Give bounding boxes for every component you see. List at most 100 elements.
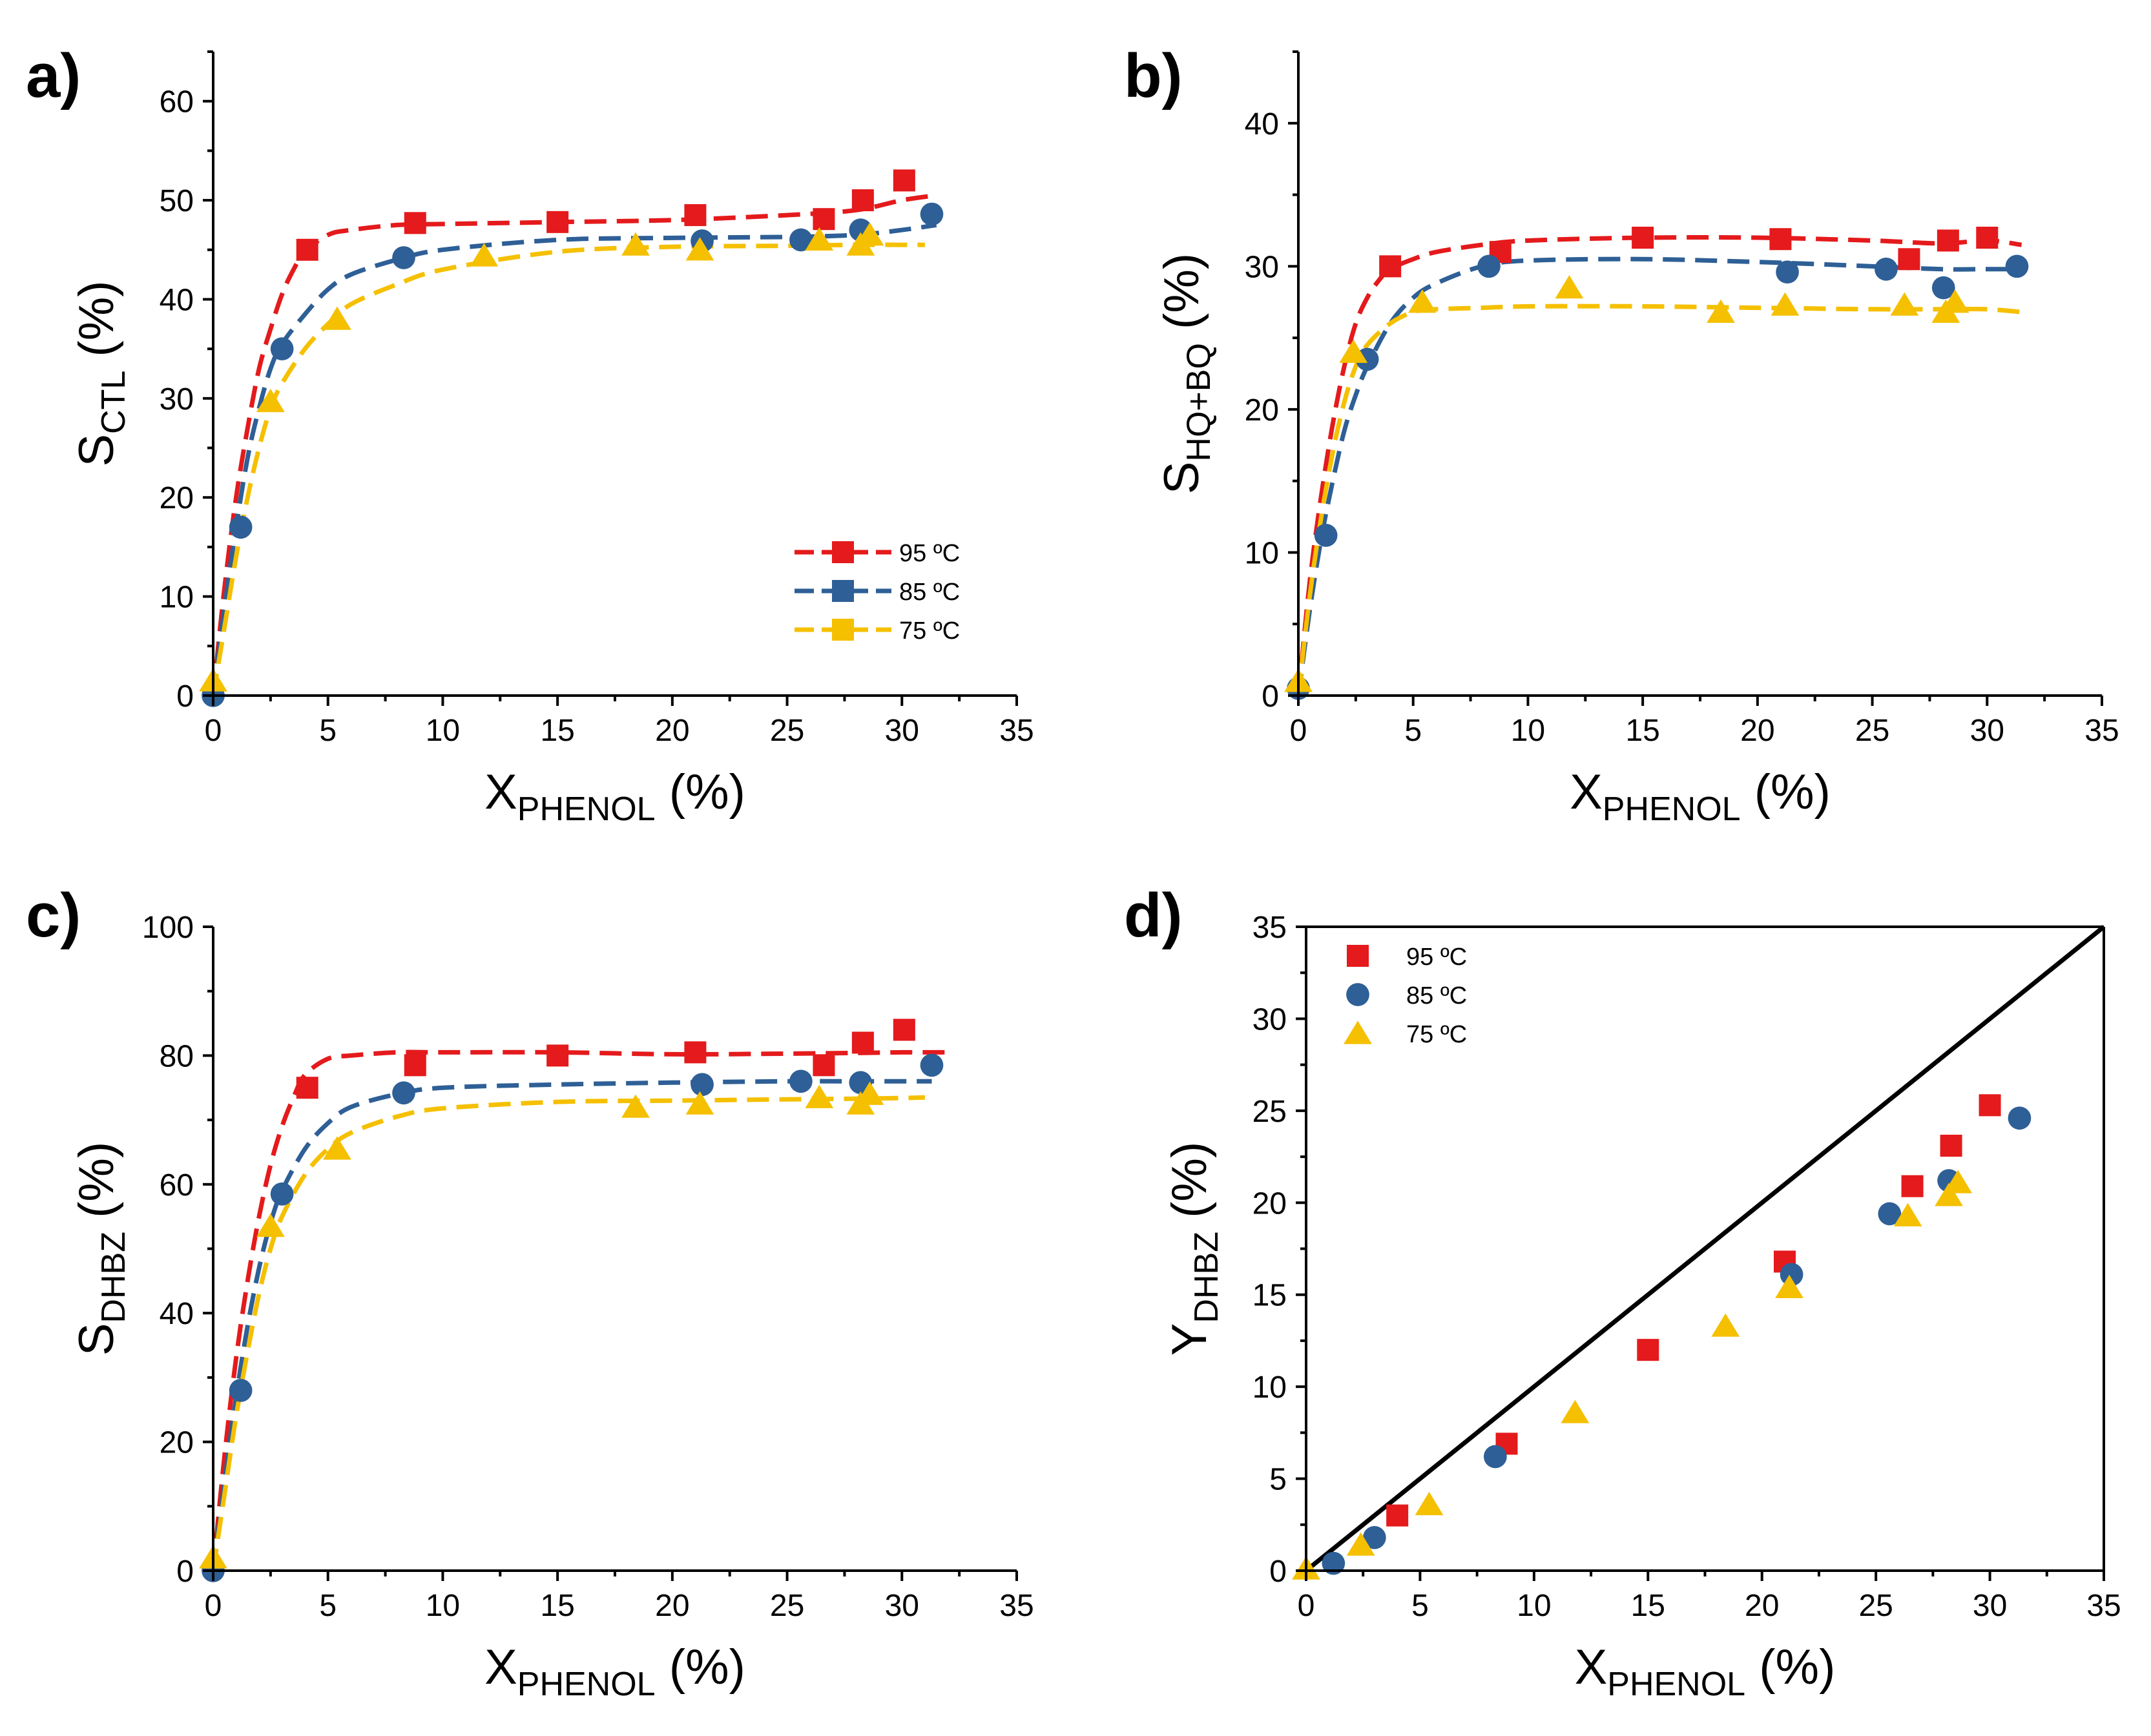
x-axis-title: XPHENOL (%) — [1575, 1640, 1836, 1703]
y-tick-label: 10 — [1245, 536, 1279, 570]
data-point-85 — [1322, 1551, 1346, 1575]
data-point-85 — [691, 1073, 714, 1097]
y-tick-label: 100 — [142, 911, 194, 945]
x-tick-label: 0 — [1298, 1589, 1315, 1623]
data-point-85 — [270, 337, 294, 361]
y-tick-label: 20 — [1245, 393, 1279, 428]
legend-marker — [832, 541, 854, 563]
y-tick-label: 0 — [1269, 1555, 1287, 1589]
y-tick-label: 10 — [160, 581, 194, 615]
fit-curve-95 — [1298, 234, 2022, 696]
legend-label: 85 ºC — [1406, 982, 1467, 1009]
y-axis-title: SDHBZ (%) — [69, 1142, 132, 1356]
y-tick-label: 40 — [160, 283, 194, 317]
data-point-75 — [685, 237, 714, 261]
data-point-95 — [1901, 1175, 1924, 1197]
x-tick-label: 5 — [319, 1589, 337, 1623]
legend-item-95: 95 ºC — [795, 540, 960, 567]
x-tick-label: 20 — [1745, 1589, 1779, 1623]
panel-label: a) — [26, 41, 81, 110]
data-point-95 — [684, 204, 707, 227]
fit-curve-85 — [213, 222, 937, 696]
x-tick-label: 15 — [1625, 714, 1659, 748]
data-point-95 — [1979, 1094, 2001, 1117]
data-point-85 — [1484, 1445, 1507, 1469]
data-point-75 — [1944, 1170, 1973, 1194]
data-point-75 — [1707, 299, 1735, 323]
x-tick-label: 10 — [1511, 714, 1545, 748]
x-tick-label: 35 — [2084, 714, 2119, 748]
x-axis-title: XPHENOL (%) — [484, 1640, 745, 1703]
legend-item-75: 75 ºC — [795, 617, 960, 645]
panel-label: d) — [1124, 881, 1183, 950]
data-point-85 — [229, 515, 253, 539]
legend-marker — [1347, 945, 1369, 967]
panel-label: c) — [26, 881, 81, 950]
data-point-75 — [1771, 292, 1800, 316]
data-point-75 — [621, 1094, 650, 1118]
y-tick-label: 40 — [160, 1297, 194, 1331]
data-point-75 — [1893, 1203, 1922, 1226]
chart-panel-a: a) 0 5 10 15 20 25 30 35 0 10 20 30 40 50 60 XPHENOL (%)… — [26, 41, 1034, 828]
x-tick-label: 15 — [1631, 1589, 1665, 1623]
data-point-95 — [893, 1018, 915, 1041]
data-point-95 — [1976, 227, 1999, 249]
x-tick-label: 35 — [999, 714, 1034, 748]
panel-label: b) — [1124, 41, 1183, 110]
data-point-95 — [851, 189, 874, 212]
x-tick-label: 10 — [426, 1589, 460, 1623]
y-tick-label: 0 — [176, 1555, 194, 1589]
fit-curve-85 — [213, 1079, 932, 1571]
data-point-85 — [270, 1182, 294, 1206]
legend-label: 75 ºC — [1406, 1021, 1467, 1048]
fit-curve-75 — [213, 1095, 925, 1571]
data-point-95 — [1898, 248, 1920, 271]
data-point-95 — [296, 1077, 318, 1099]
x-tick-label: 30 — [885, 1589, 919, 1623]
x-tick-label: 35 — [999, 1589, 1034, 1623]
y-tick-label: 10 — [1252, 1370, 1287, 1405]
y-tick-label: 30 — [160, 382, 194, 417]
data-point-95 — [1386, 1504, 1409, 1527]
data-point-75 — [323, 306, 351, 330]
x-tick-label: 10 — [1517, 1589, 1551, 1623]
data-point-85 — [1477, 254, 1501, 278]
y-axis-title: SHQ+BQ (%) — [1154, 253, 1218, 495]
x-tick-label: 25 — [1855, 714, 1889, 748]
data-point-75 — [685, 1091, 714, 1115]
data-point-95 — [1379, 255, 1402, 278]
legend-marker — [832, 580, 854, 602]
data-point-85 — [229, 1378, 253, 1402]
x-tick-label: 20 — [655, 1589, 689, 1623]
y-tick-label: 15 — [1252, 1279, 1287, 1313]
x-tick-label: 30 — [1970, 714, 2004, 748]
data-point-85 — [1931, 276, 1955, 300]
data-point-95 — [813, 208, 835, 231]
data-point-85 — [1314, 524, 1338, 547]
data-point-95 — [296, 238, 318, 261]
data-point-75 — [805, 1084, 834, 1108]
data-point-85 — [2008, 1106, 2031, 1130]
y-tick-label: 20 — [160, 481, 194, 515]
y-tick-label: 20 — [160, 1426, 194, 1460]
y-tick-label: 20 — [1252, 1186, 1287, 1221]
data-point-85 — [920, 202, 944, 226]
x-tick-label: 25 — [1858, 1589, 1893, 1623]
legend-item-95: 95 ºC — [1347, 944, 1467, 971]
legend-item-75: 75 ºC — [1344, 1020, 1467, 1048]
data-point-75 — [1408, 289, 1437, 313]
legend-label: 75 ºC — [899, 617, 960, 645]
x-tick-label: 15 — [540, 714, 574, 748]
data-point-75 — [470, 243, 499, 267]
legend-marker — [1344, 1020, 1372, 1044]
data-point-95 — [1937, 229, 1959, 252]
chart-panel-c: c) 0 5 10 15 20 25 30 35 0 20 40 60 80 100 XPHENOL (%) S… — [26, 881, 1034, 1703]
data-point-85 — [1363, 1525, 1386, 1549]
data-point-85 — [789, 1070, 813, 1093]
y-axis-title: SCTL (%) — [69, 280, 132, 466]
y-tick-label: 35 — [1252, 911, 1287, 945]
data-point-95 — [851, 1031, 874, 1054]
data-point-75 — [1940, 289, 1969, 313]
y-tick-label: 0 — [176, 679, 194, 714]
